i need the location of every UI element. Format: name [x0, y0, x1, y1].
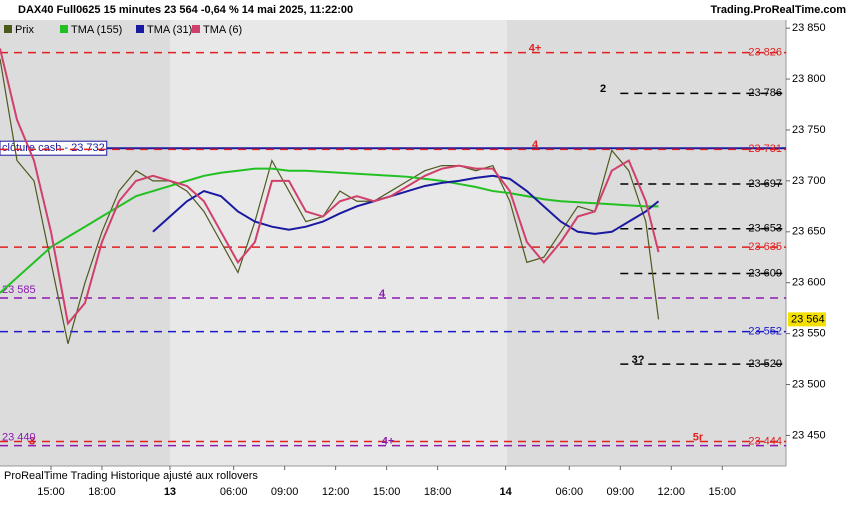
x-tick-label: 12:00	[658, 486, 686, 498]
y-tick-label: 23 750	[792, 124, 826, 136]
level-label: 23 635	[748, 241, 782, 253]
legend-label: Prix	[15, 24, 34, 36]
x-tick-label: 14	[499, 486, 512, 498]
x-tick-label: 18:00	[88, 486, 116, 498]
legend-swatch	[4, 25, 12, 33]
footer: ProRealTime Trading Historique ajusté au…	[4, 470, 258, 482]
x-tick-label: 15:00	[373, 486, 401, 498]
annotation: 5r	[693, 431, 704, 443]
annotation: 3	[29, 435, 35, 447]
level-label: 23 731	[748, 143, 782, 155]
annotation: 4+	[529, 42, 542, 54]
level-label: 23 585	[2, 284, 36, 296]
last-price-label: 23 564	[791, 313, 825, 325]
series-line	[0, 167, 659, 294]
annotation: 4+	[382, 436, 395, 448]
annotation: 4	[532, 139, 539, 151]
x-tick-label: 09:00	[607, 486, 635, 498]
last-price-box	[788, 312, 826, 327]
title: DAX40 Full0625 15 minutes 23 564 -0,64 %…	[18, 4, 353, 16]
level-label: clôture cash - 23 732	[2, 142, 105, 154]
x-tick-label: 15:00	[37, 486, 65, 498]
series-line	[152, 174, 660, 235]
x-tick-label: 15:00	[709, 486, 737, 498]
legend-label: TMA (31)	[147, 24, 192, 36]
series-line	[0, 48, 660, 326]
y-tick-label: 23 850	[792, 22, 826, 34]
x-tick-label: 12:00	[322, 486, 350, 498]
x-tick-label: 13	[164, 486, 176, 498]
legend-label: TMA (155)	[71, 24, 122, 36]
level-label: 23 444	[748, 435, 782, 447]
legend-label: TMA (6)	[203, 24, 242, 36]
x-tick-label: 06:00	[556, 486, 584, 498]
x-tick-label: 18:00	[424, 486, 452, 498]
source: Trading.ProRealTime.com	[710, 4, 846, 16]
level-label: 23 440	[2, 432, 36, 444]
level-label: 23 786	[748, 87, 782, 99]
legend-swatch	[192, 25, 200, 33]
x-tick-label: 09:00	[271, 486, 299, 498]
annotation: 4	[379, 288, 386, 300]
y-tick-label: 23 550	[792, 328, 826, 340]
y-tick-label: 23 600	[792, 277, 826, 289]
y-tick-label: 23 500	[792, 378, 826, 390]
y-tick-label: 23 700	[792, 175, 826, 187]
level-label: 23 653	[748, 223, 782, 235]
annotation: 2	[600, 83, 606, 95]
level-label: 23 826	[748, 46, 782, 58]
level-label: 23 697	[748, 178, 782, 190]
day-bg	[170, 20, 507, 466]
annotation: 3?	[632, 354, 645, 366]
x-tick-label: 06:00	[220, 486, 248, 498]
y-tick-label: 23 450	[792, 429, 826, 441]
level-label: 23 520	[748, 358, 782, 370]
level-label: 23 609	[748, 267, 782, 279]
legend-swatch	[60, 25, 68, 33]
legend-swatch	[136, 25, 144, 33]
y-tick-label: 23 650	[792, 226, 826, 238]
level-label: 23 552	[748, 325, 782, 337]
y-tick-label: 23 800	[792, 73, 826, 85]
